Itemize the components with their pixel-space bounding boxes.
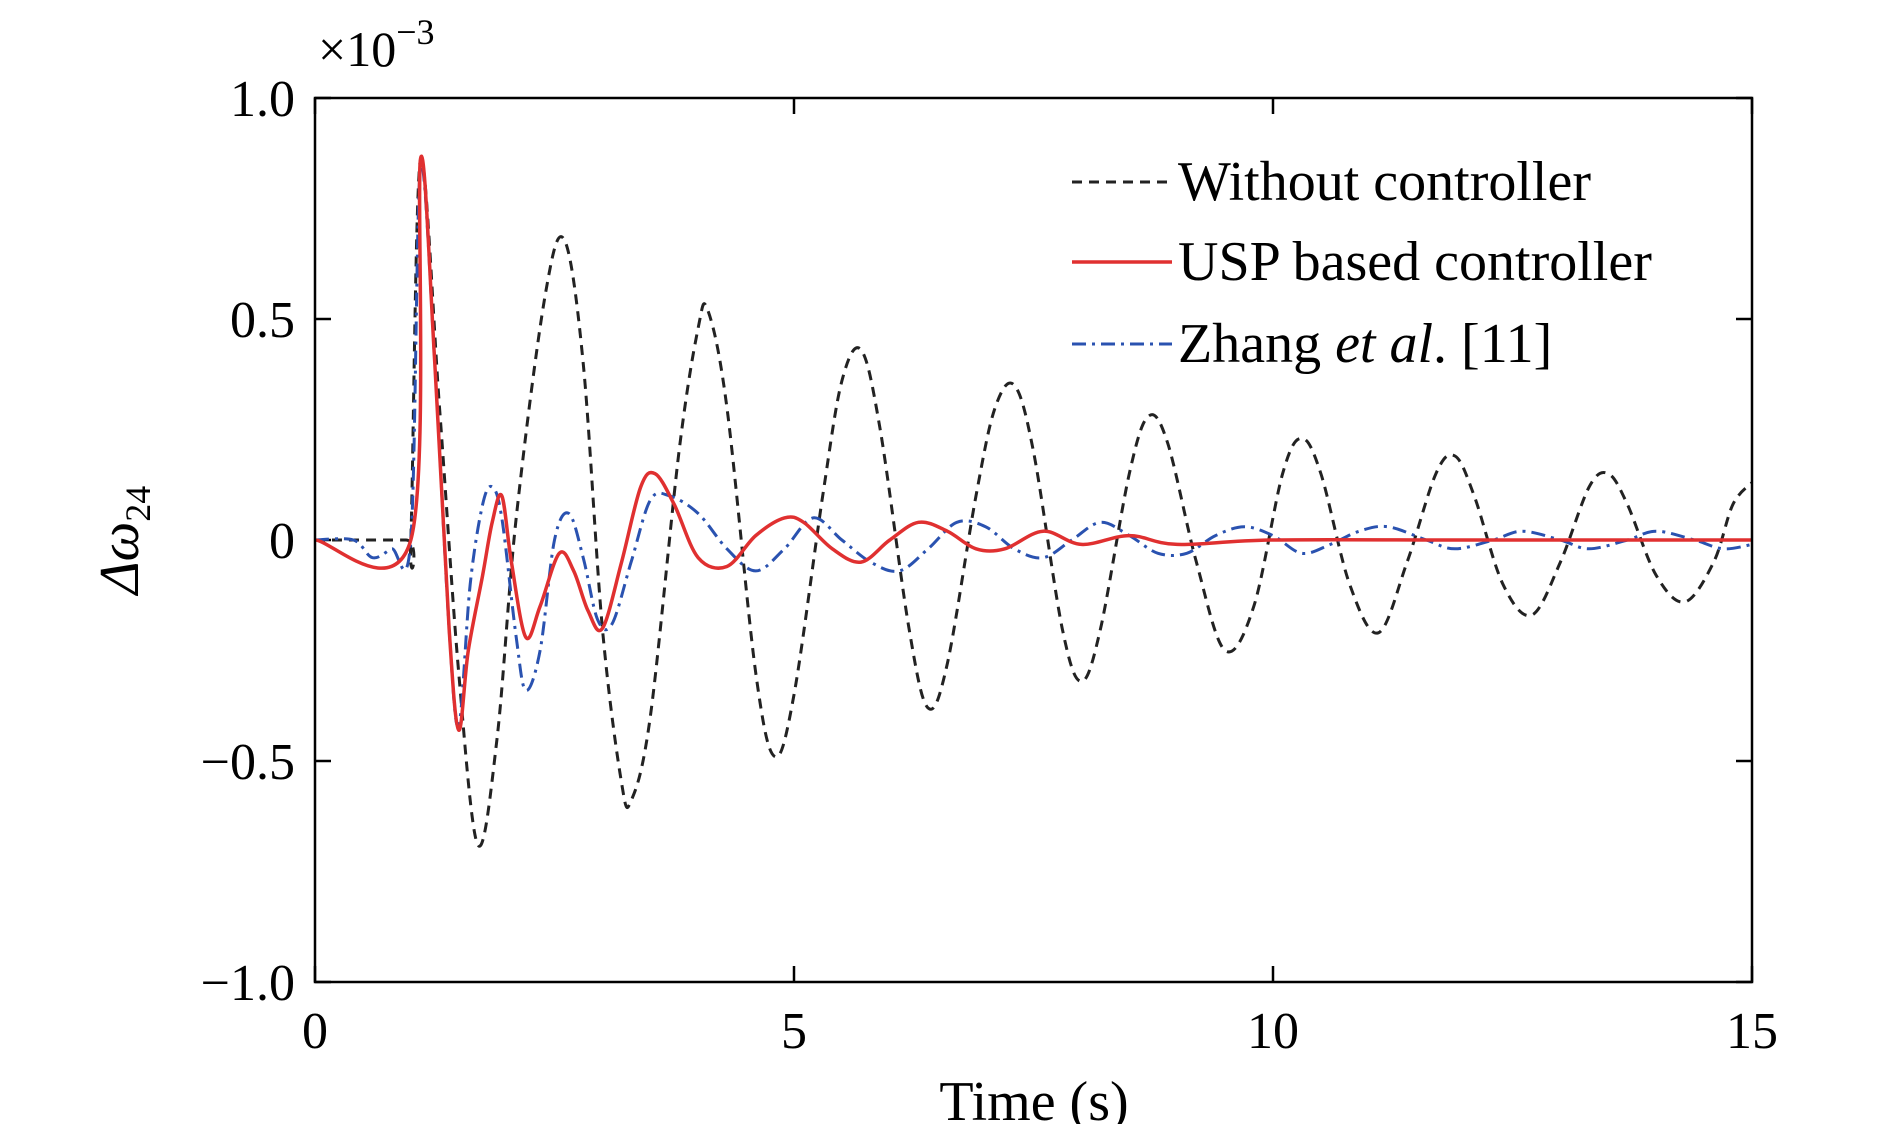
- x-axis-title: Time (s): [939, 1071, 1128, 1124]
- series-line-usp-controller: [315, 154, 1752, 732]
- series-line-without-controller: [315, 156, 1752, 848]
- x-tick-label-2: 10: [1247, 1003, 1299, 1060]
- y-tick-label-0: −1.0: [201, 955, 295, 1012]
- legend-label-zhang: Zhang et al. [11]: [1178, 313, 1552, 375]
- plot-frame: [313, 96, 1754, 984]
- x-tick-labels: 0 5 10 15: [302, 1003, 1778, 1060]
- legend-label-without-controller: Without controller: [1178, 151, 1591, 213]
- y-tick-labels: −1.0 −0.5 0 0.5 1.0: [201, 71, 295, 1012]
- series-layer: [315, 154, 1752, 848]
- y-tick-label-1: −0.5: [201, 734, 295, 791]
- legend: Without controller USP based controller …: [1072, 151, 1652, 375]
- legend-label-usp-controller: USP based controller: [1178, 231, 1652, 293]
- y-tick-label-3: 0.5: [230, 292, 295, 349]
- x-tick-label-3: 15: [1726, 1003, 1778, 1060]
- x-tick-label-1: 5: [781, 1003, 807, 1060]
- x-tick-label-0: 0: [302, 1003, 328, 1060]
- y-tick-label-2: 0: [269, 513, 295, 570]
- y-tick-label-4: 1.0: [230, 71, 295, 128]
- y-scale-factor: ×10−3: [318, 12, 435, 77]
- y-axis-title: Δω24: [89, 486, 158, 596]
